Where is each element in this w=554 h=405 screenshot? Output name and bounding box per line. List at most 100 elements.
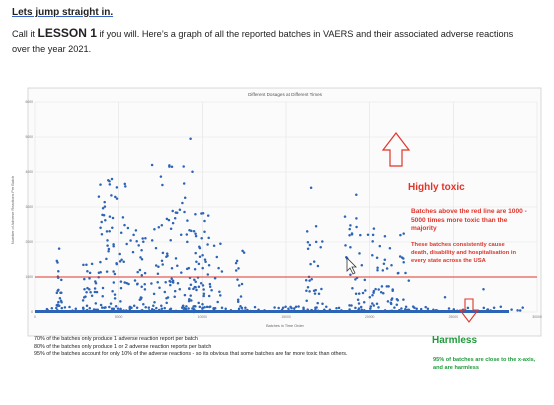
data-point	[60, 291, 63, 295]
data-point	[306, 286, 310, 289]
data-point	[95, 290, 99, 294]
data-point	[178, 208, 182, 212]
data-point	[236, 298, 240, 302]
data-point	[103, 205, 107, 208]
data-point	[150, 307, 154, 311]
data-point	[135, 240, 138, 243]
data-point	[180, 271, 183, 274]
data-point	[308, 279, 311, 282]
footnote-2: 80% of the batches only produce 1 or 2 a…	[34, 343, 212, 350]
data-point	[213, 306, 217, 310]
data-point	[142, 302, 145, 306]
data-point	[113, 272, 117, 276]
data-point	[183, 196, 187, 200]
data-point	[57, 247, 61, 250]
data-point	[99, 226, 102, 230]
data-point	[378, 244, 382, 248]
down-arrow-icon	[458, 298, 480, 323]
x-tick-label: 30000	[532, 315, 542, 319]
data-point	[219, 294, 222, 297]
data-point	[402, 261, 405, 264]
data-point	[119, 231, 123, 235]
data-point	[161, 251, 165, 255]
data-point	[119, 286, 123, 290]
data-point	[200, 237, 203, 240]
data-point	[363, 278, 367, 282]
data-point	[118, 260, 122, 263]
data-point	[344, 244, 347, 247]
data-point	[203, 219, 206, 223]
data-point	[185, 305, 188, 308]
data-point	[193, 268, 197, 271]
data-point	[106, 244, 109, 247]
data-point	[393, 306, 396, 309]
data-point	[155, 306, 158, 310]
data-point	[195, 288, 198, 292]
data-point	[317, 292, 321, 295]
data-point	[521, 306, 524, 309]
data-point	[107, 250, 110, 253]
data-point	[105, 270, 109, 273]
data-point	[55, 306, 58, 310]
data-point	[399, 233, 402, 237]
data-point	[174, 257, 178, 260]
data-point	[310, 277, 313, 281]
data-point	[206, 243, 209, 246]
data-point	[350, 304, 353, 307]
data-point	[108, 305, 111, 309]
data-point	[171, 279, 175, 282]
data-point	[124, 185, 127, 188]
data-point	[192, 305, 195, 308]
data-point	[197, 301, 200, 305]
data-point	[316, 264, 320, 268]
intro-lesson-bold: LESSON 1	[37, 26, 97, 40]
data-point	[88, 288, 91, 291]
data-point	[167, 218, 171, 222]
data-point	[201, 253, 204, 257]
data-point	[379, 291, 383, 294]
data-point	[350, 233, 354, 236]
data-point	[290, 306, 293, 310]
data-point	[138, 268, 142, 272]
data-point	[183, 210, 186, 214]
data-point	[107, 247, 111, 251]
y-tick-label: 4000	[25, 170, 33, 174]
data-point	[240, 306, 244, 310]
data-point	[201, 284, 205, 287]
data-point	[205, 305, 209, 309]
data-point	[108, 215, 112, 218]
data-point	[171, 221, 175, 225]
data-point	[112, 270, 115, 273]
above-red-line-note: Batches above the red line are 1000 - 50…	[411, 208, 527, 233]
data-point	[112, 243, 115, 246]
data-point	[88, 271, 92, 275]
data-point	[335, 307, 338, 310]
data-point	[380, 285, 384, 288]
data-point	[136, 270, 139, 274]
data-point	[510, 308, 513, 311]
data-point	[157, 265, 160, 269]
data-point	[180, 306, 184, 310]
data-point	[107, 178, 110, 182]
data-point	[85, 263, 88, 266]
data-point	[115, 262, 118, 265]
data-point	[166, 254, 169, 258]
data-point	[360, 264, 364, 267]
data-point	[236, 278, 239, 281]
data-point	[391, 289, 394, 292]
data-point	[404, 308, 407, 311]
data-point	[443, 296, 447, 299]
data-point	[396, 272, 400, 275]
data-point	[388, 247, 392, 250]
data-point	[239, 304, 242, 308]
data-point	[220, 306, 224, 309]
data-point	[110, 194, 113, 197]
data-point	[244, 306, 247, 310]
consistently-note: These batches consistently cause death, …	[411, 242, 517, 264]
data-point	[202, 292, 206, 295]
data-point	[482, 288, 485, 291]
data-point	[111, 290, 114, 293]
data-point	[314, 306, 317, 310]
data-point	[202, 294, 205, 298]
